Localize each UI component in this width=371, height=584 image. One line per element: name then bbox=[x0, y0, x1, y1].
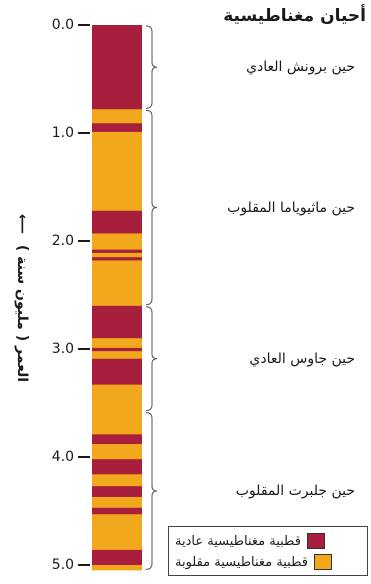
normal-polarity-band bbox=[92, 507, 142, 515]
tick-label: 2.0 bbox=[51, 233, 74, 249]
reversed-polarity-band bbox=[92, 25, 142, 571]
normal-polarity-band bbox=[92, 305, 142, 339]
tick-mark bbox=[78, 564, 90, 566]
chron-bracket bbox=[145, 109, 158, 306]
normal-polarity-band bbox=[92, 347, 142, 352]
normal-polarity-band bbox=[92, 358, 142, 385]
normal-polarity-band bbox=[92, 459, 142, 475]
chron-label: حين جاوس العادي bbox=[249, 350, 355, 367]
normal-polarity-band bbox=[92, 434, 142, 445]
tick-mark bbox=[78, 240, 90, 242]
chron-label: حين برونش العادي bbox=[246, 59, 355, 76]
chron-label: حين جلبرت المقلوب bbox=[235, 483, 355, 500]
chron-bracket bbox=[145, 306, 158, 412]
tick-mark bbox=[78, 24, 90, 26]
normal-polarity-band bbox=[92, 123, 142, 132]
tick-label: 1.0 bbox=[51, 125, 74, 141]
legend-label-reversed: قطبية مغناطيسية مقلوبة bbox=[175, 554, 308, 570]
legend-item-normal: قطبية مغناطيسية عادية bbox=[175, 531, 361, 551]
normal-polarity-band bbox=[92, 486, 142, 497]
tick-mark bbox=[78, 348, 90, 350]
tick-label: 3.0 bbox=[51, 341, 74, 357]
normal-polarity-band bbox=[92, 257, 142, 261]
tick-label: 4.0 bbox=[51, 449, 74, 465]
legend-label-normal: قطبية مغناطيسية عادية bbox=[175, 533, 301, 549]
normal-polarity-band bbox=[92, 210, 142, 234]
normal-polarity-band bbox=[92, 249, 142, 253]
tick-mark bbox=[78, 456, 90, 458]
diagram-title: أحيان مغناطيسية bbox=[223, 6, 366, 26]
chron-bracket bbox=[145, 412, 158, 570]
normal-polarity-band bbox=[92, 549, 142, 565]
normal-polarity-band bbox=[92, 25, 142, 110]
legend-swatch-normal bbox=[306, 533, 325, 549]
tick-label: 0.0 bbox=[51, 17, 74, 33]
tick-mark bbox=[78, 132, 90, 134]
legend: قطبية مغناطيسية عادية قطبية مغناطيسية مق… bbox=[168, 526, 368, 576]
legend-item-reversed: قطبية مغناطيسية مقلوبة bbox=[175, 552, 361, 572]
chron-label: حين ماثيوياما المقلوب bbox=[227, 199, 355, 216]
tick-label: 5.0 bbox=[51, 557, 74, 573]
chron-bracket bbox=[145, 25, 158, 109]
legend-swatch-reversed bbox=[313, 554, 332, 570]
